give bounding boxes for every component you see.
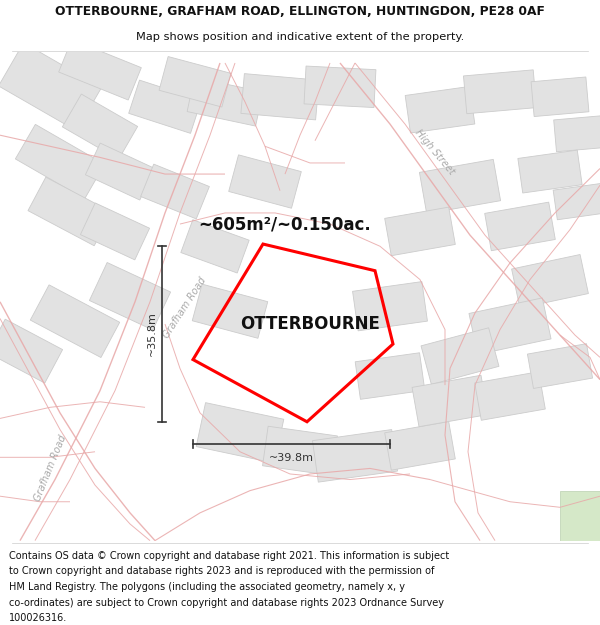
Polygon shape: [353, 282, 427, 331]
Polygon shape: [263, 426, 337, 476]
Polygon shape: [531, 77, 589, 116]
Text: HM Land Registry. The polygons (including the associated geometry, namely x, y: HM Land Registry. The polygons (includin…: [9, 582, 405, 592]
Polygon shape: [62, 94, 137, 159]
Polygon shape: [229, 155, 301, 208]
Polygon shape: [554, 116, 600, 152]
Polygon shape: [59, 39, 142, 100]
Polygon shape: [85, 143, 155, 200]
Text: Map shows position and indicative extent of the property.: Map shows position and indicative extent…: [136, 32, 464, 43]
Polygon shape: [28, 177, 112, 246]
Polygon shape: [313, 429, 398, 482]
Polygon shape: [385, 207, 455, 256]
Text: 100026316.: 100026316.: [9, 613, 67, 623]
Polygon shape: [16, 124, 104, 199]
Polygon shape: [181, 220, 249, 273]
Polygon shape: [241, 74, 319, 120]
Text: to Crown copyright and database rights 2023 and is reproduced with the permissio: to Crown copyright and database rights 2…: [9, 566, 434, 576]
Polygon shape: [304, 66, 376, 108]
Text: ~605m²/~0.150ac.: ~605m²/~0.150ac.: [199, 215, 371, 233]
Text: OTTERBOURNE: OTTERBOURNE: [240, 315, 380, 333]
Text: Grafham Road: Grafham Road: [161, 275, 208, 340]
Text: High Street: High Street: [413, 127, 457, 176]
Polygon shape: [355, 352, 425, 399]
Polygon shape: [0, 42, 101, 131]
Polygon shape: [419, 159, 500, 214]
Polygon shape: [80, 203, 149, 260]
Text: ~35.8m: ~35.8m: [147, 312, 157, 356]
Polygon shape: [0, 319, 62, 383]
Polygon shape: [553, 183, 600, 220]
Polygon shape: [485, 202, 556, 251]
Text: Contains OS data © Crown copyright and database right 2021. This information is : Contains OS data © Crown copyright and d…: [9, 551, 449, 561]
Polygon shape: [421, 328, 499, 384]
Text: co-ordinates) are subject to Crown copyright and database rights 2023 Ordnance S: co-ordinates) are subject to Crown copyr…: [9, 598, 444, 608]
Polygon shape: [412, 375, 488, 427]
Polygon shape: [187, 78, 263, 126]
Polygon shape: [385, 422, 455, 470]
Polygon shape: [405, 86, 475, 133]
Text: OTTERBOURNE, GRAFHAM ROAD, ELLINGTON, HUNTINGDON, PE28 0AF: OTTERBOURNE, GRAFHAM ROAD, ELLINGTON, HU…: [55, 5, 545, 18]
Polygon shape: [192, 284, 268, 338]
Polygon shape: [475, 372, 545, 420]
Polygon shape: [89, 262, 170, 330]
Polygon shape: [512, 254, 589, 308]
Text: Grafham Road: Grafham Road: [32, 434, 68, 503]
Polygon shape: [128, 80, 202, 133]
Polygon shape: [518, 150, 582, 193]
Polygon shape: [463, 70, 536, 114]
Polygon shape: [527, 344, 593, 389]
Polygon shape: [560, 491, 600, 541]
Polygon shape: [30, 285, 120, 357]
Polygon shape: [140, 164, 209, 219]
Polygon shape: [469, 298, 551, 354]
Polygon shape: [196, 402, 284, 463]
Polygon shape: [159, 56, 231, 107]
Text: ~39.8m: ~39.8m: [269, 453, 314, 463]
